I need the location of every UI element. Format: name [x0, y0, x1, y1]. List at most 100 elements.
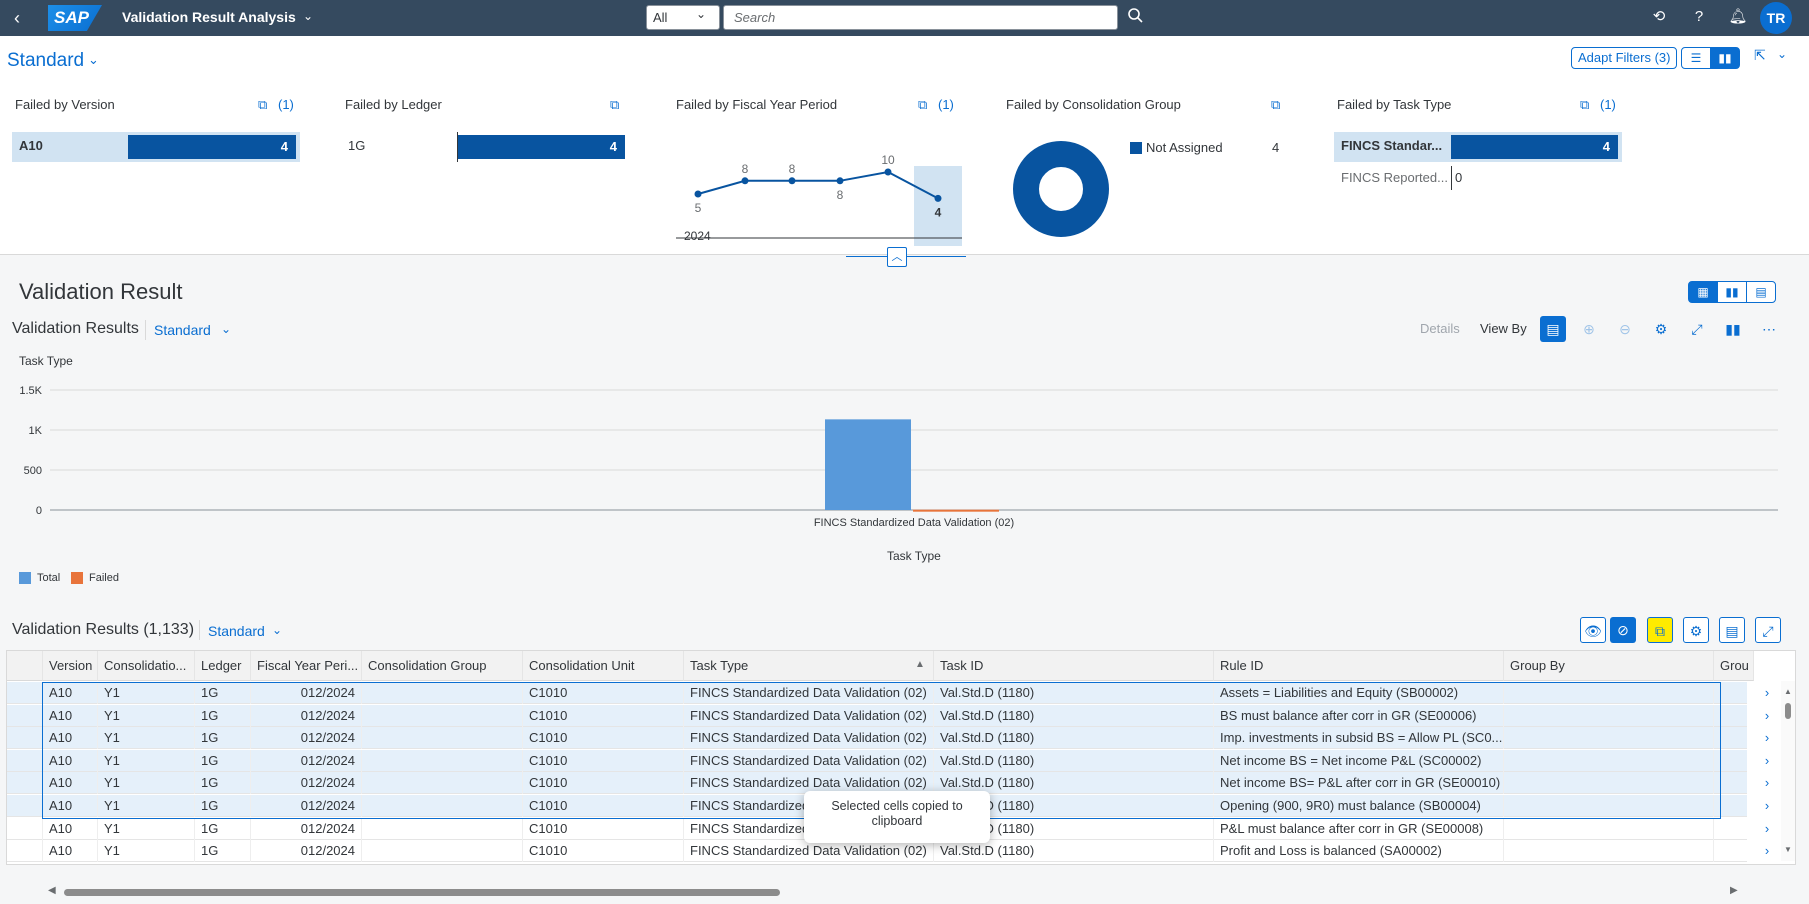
- table-cell[interactable]: Y1: [98, 817, 195, 840]
- column-header[interactable]: Grou: [1714, 651, 1754, 681]
- collapse-header-button[interactable]: ︿: [887, 247, 907, 267]
- table-cell[interactable]: C1010: [523, 682, 684, 704]
- table-cell[interactable]: 1G: [195, 795, 251, 817]
- table-cell[interactable]: FINCS Standardized Data Validation (02): [684, 772, 934, 795]
- search-input[interactable]: Search: [723, 5, 1118, 30]
- open-filter-icon[interactable]: ⧉: [1580, 97, 1590, 112]
- open-filter-icon[interactable]: ⧉: [918, 97, 928, 112]
- table-cell[interactable]: C1010: [523, 840, 684, 863]
- vertical-scrollbar[interactable]: ▲ ▼: [1781, 681, 1795, 861]
- open-filter-icon[interactable]: ⧉: [258, 97, 268, 112]
- chart-variant-selector[interactable]: Standard: [154, 322, 211, 338]
- table-cell[interactable]: [362, 795, 523, 817]
- zoom-out-icon[interactable]: ⊖: [1619, 321, 1631, 337]
- open-filter-icon[interactable]: ⧉: [610, 97, 620, 112]
- row-selector[interactable]: [7, 795, 43, 817]
- table-cell[interactable]: Y1: [98, 772, 195, 795]
- back-icon[interactable]: ‹: [14, 8, 20, 28]
- details-button[interactable]: Details: [1420, 321, 1460, 336]
- row-navigation-icon[interactable]: ›: [1764, 685, 1770, 700]
- table-view-button[interactable]: ▤: [1746, 281, 1776, 303]
- copy-icon[interactable]: ⧉: [1647, 617, 1673, 643]
- period-tick-label[interactable]: 10: [833, 245, 847, 246]
- table-settings-icon[interactable]: ⚙: [1683, 617, 1709, 643]
- column-header[interactable]: Consolidation Unit: [523, 651, 684, 681]
- table-cell[interactable]: A10: [43, 727, 98, 750]
- row-navigation-icon[interactable]: ›: [1764, 707, 1770, 723]
- table-cell[interactable]: [362, 727, 523, 750]
- table-cell[interactable]: FINCS Standardized Data Validation (02): [684, 749, 934, 772]
- table-cell[interactable]: [362, 682, 523, 704]
- table-cell[interactable]: A10: [43, 749, 98, 772]
- table-cell[interactable]: 1G: [195, 817, 251, 840]
- table-cell[interactable]: C1010: [523, 749, 684, 772]
- table-cell[interactable]: 1G: [195, 727, 251, 750]
- table-cell[interactable]: Y1: [98, 749, 195, 772]
- chart-table-view-button[interactable]: ▦: [1688, 281, 1718, 303]
- row-selector[interactable]: [7, 704, 43, 727]
- visual-filter-toggle[interactable]: ▮▮: [1710, 47, 1740, 69]
- hide-details-icon[interactable]: ⊘: [1610, 617, 1636, 643]
- column-header[interactable]: Version: [43, 651, 98, 681]
- table-cell[interactable]: 012/2024: [251, 749, 362, 772]
- table-cell[interactable]: Net income BS = Net income P&L (SC00002): [1214, 749, 1504, 772]
- table-cell[interactable]: A10: [43, 704, 98, 727]
- row-navigation-icon[interactable]: ›: [1764, 752, 1770, 768]
- tasktype-bar[interactable]: 4: [1451, 135, 1618, 159]
- adapt-filters-button[interactable]: Adapt Filters (3): [1571, 47, 1678, 69]
- search-scope-select[interactable]: All: [646, 5, 720, 30]
- table-cell[interactable]: Imp. investments in subsid BS = Allow PL…: [1214, 727, 1504, 750]
- table-cell[interactable]: Y1: [98, 840, 195, 863]
- chevron-down-icon[interactable]: ⌄: [272, 623, 283, 637]
- table-cell[interactable]: FINCS Standardized Data Validation (02): [684, 727, 934, 750]
- fullscreen-icon[interactable]: ⤢: [1691, 321, 1703, 337]
- table-cell[interactable]: A10: [43, 840, 98, 863]
- ledger-bar[interactable]: 4: [458, 135, 625, 159]
- selection-column-header[interactable]: [7, 651, 43, 681]
- table-cell[interactable]: 1G: [195, 682, 251, 704]
- view-by-button[interactable]: View By: [1480, 321, 1527, 336]
- scroll-up-icon[interactable]: ▲: [1784, 687, 1792, 696]
- chevron-down-icon[interactable]: ⌄: [303, 9, 314, 23]
- column-header[interactable]: Consolidation Group: [362, 651, 523, 681]
- table-cell[interactable]: FINCS Standardized Data Validation (02): [684, 682, 934, 704]
- bell-icon[interactable]: 🔔︎: [1728, 8, 1748, 25]
- chart-view-button[interactable]: ▮▮: [1717, 281, 1747, 303]
- scroll-down-icon[interactable]: ▼: [1784, 845, 1792, 854]
- table-cell[interactable]: Y1: [98, 727, 195, 750]
- selection-count[interactable]: (1): [1600, 97, 1616, 112]
- period-point[interactable]: [934, 194, 942, 202]
- table-cell[interactable]: [1504, 795, 1714, 817]
- table-cell[interactable]: [1504, 682, 1714, 704]
- table-cell[interactable]: Val.Std.D (1180): [934, 682, 1214, 704]
- legend-not-assigned[interactable]: Not Assigned: [1146, 140, 1223, 155]
- table-cell[interactable]: FINCS Standardized Data Validation (02): [684, 704, 934, 727]
- table-cell[interactable]: Y1: [98, 682, 195, 704]
- table-cell[interactable]: [1504, 840, 1714, 863]
- compact-view-toggle[interactable]: ☰: [1681, 47, 1711, 69]
- selection-count[interactable]: (1): [938, 97, 954, 112]
- help-icon[interactable]: ?: [1694, 8, 1704, 25]
- row-navigation-icon[interactable]: ›: [1764, 730, 1770, 746]
- show-details-icon[interactable]: 👁︎: [1580, 617, 1606, 643]
- table-cell[interactable]: [1504, 749, 1714, 772]
- table-cell[interactable]: C1010: [523, 795, 684, 817]
- table-cell[interactable]: 1G: [195, 704, 251, 727]
- legend-total[interactable]: Total: [37, 572, 61, 584]
- table-cell[interactable]: A10: [43, 817, 98, 840]
- column-header[interactable]: Task ID: [934, 651, 1214, 681]
- table-cell[interactable]: Opening (900, 9R0) must balance (SB00004…: [1214, 795, 1504, 817]
- table-cell[interactable]: Assets = Liabilities and Equity (SB00002…: [1214, 682, 1504, 704]
- row-navigation-icon[interactable]: ›: [1764, 775, 1770, 791]
- table-cell[interactable]: A10: [43, 682, 98, 704]
- row-navigation-icon[interactable]: ›: [1764, 798, 1770, 813]
- table-cell[interactable]: Profit and Loss is balanced (SA00002): [1214, 840, 1504, 863]
- row-selector[interactable]: [7, 682, 43, 704]
- period-point[interactable]: [836, 177, 844, 185]
- chevron-down-icon[interactable]: ⌄: [1777, 47, 1788, 61]
- zoom-in-icon[interactable]: ⊕: [1583, 321, 1595, 337]
